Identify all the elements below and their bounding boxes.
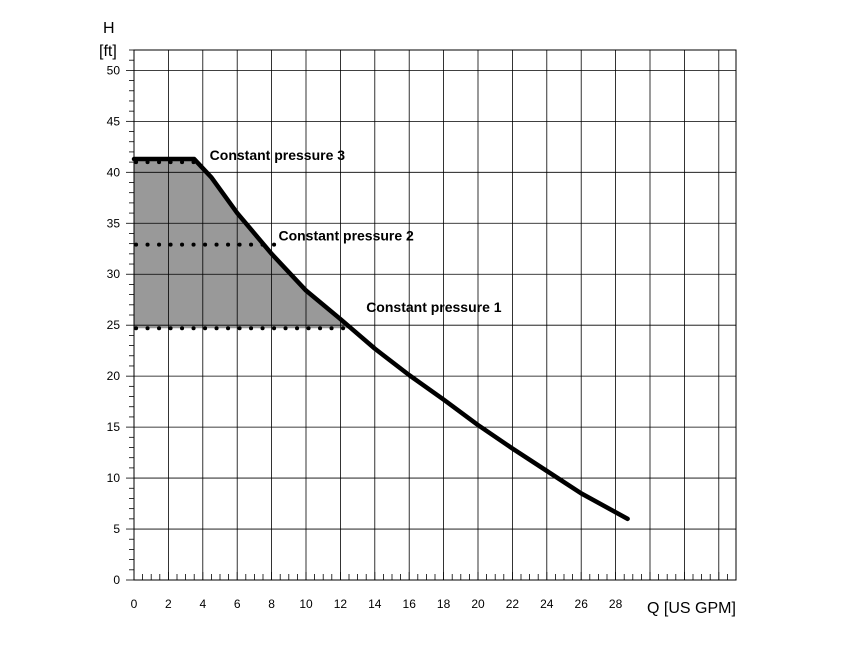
y-tick-label: 10 <box>107 471 121 485</box>
x-tick-label: 16 <box>403 597 417 611</box>
x-tick-label: 26 <box>575 597 589 611</box>
x-tick-label: 28 <box>609 597 623 611</box>
y-tick-label: 45 <box>107 114 121 128</box>
x-tick-label: 8 <box>268 597 275 611</box>
tick-labels: 0 2 4 6 8 10 12 14 16 18 20 22 24 26 28051015202530354… <box>107 63 623 611</box>
constant-pressure-label: Constant pressure 3 <box>210 147 346 163</box>
x-tick-label: 6 <box>234 597 241 611</box>
shaded-area <box>134 159 349 329</box>
shaded-operating-area <box>134 159 349 329</box>
y-tick-label: 15 <box>107 420 121 434</box>
x-tick-label: 0 <box>131 597 138 611</box>
max-curve <box>131 156 630 522</box>
y-tick-label: 35 <box>107 216 121 230</box>
y-tick-label: 50 <box>107 63 121 77</box>
curve-labels: Constant pressure 3 Constant pressure 2 Co… <box>210 147 502 315</box>
x-tick-label: 4 <box>199 597 206 611</box>
y-tick-label: 40 <box>107 165 121 179</box>
x-tick-label: 20 <box>471 597 485 611</box>
y-tick-label: 0 <box>113 573 120 587</box>
max-curve-line <box>131 156 630 522</box>
x-tick-label: 14 <box>368 597 382 611</box>
x-tick-label: 22 <box>506 597 520 611</box>
y-tick-label: 25 <box>107 318 121 332</box>
x-tick-label: 18 <box>437 597 451 611</box>
axis-ticks <box>126 49 737 581</box>
y-tick-label: 30 <box>107 267 121 281</box>
x-tick-label: 10 <box>299 597 313 611</box>
constant-pressure-label: Constant pressure 1 <box>366 299 502 315</box>
x-tick-label: 2 <box>165 597 172 611</box>
constant-pressure-lines <box>134 160 351 331</box>
x-tick-label: 24 <box>540 597 554 611</box>
y-tick-label: 20 <box>107 369 121 383</box>
grid <box>133 49 737 581</box>
x-axis-title: Q [US GPM] <box>647 600 736 617</box>
y-axis-title: H <box>103 20 115 37</box>
constant-pressure-label: Constant pressure 2 <box>278 228 414 244</box>
y-axis-unit: [ft] <box>99 43 117 60</box>
x-tick-label: 12 <box>334 597 348 611</box>
y-tick-label: 5 <box>113 522 120 536</box>
